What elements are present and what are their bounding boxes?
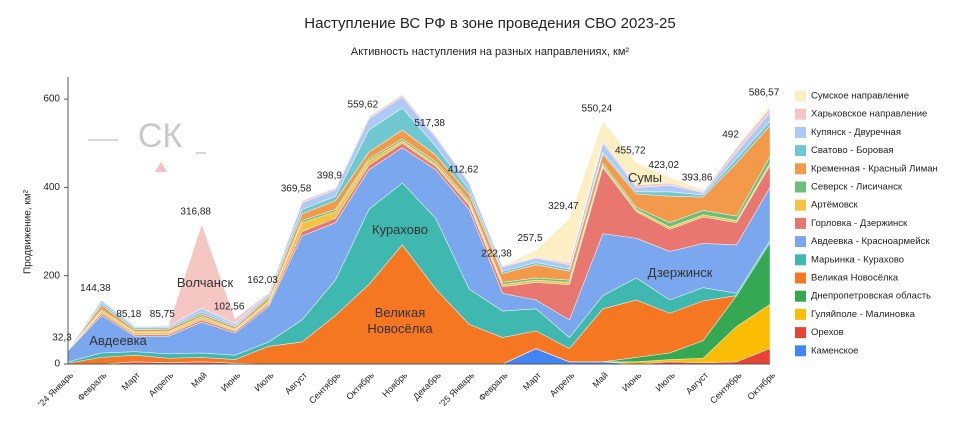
total-label: 85,18 [116,309,141,320]
annotation: Курахово [372,222,428,237]
total-label: 586,57 [749,88,780,99]
legend-swatch [795,90,806,102]
x-tick-label: Февраль [76,370,109,403]
watermark: СК [138,117,183,155]
total-label: 559,62 [348,100,379,111]
legend-label: Авдеевка - Красноармейск [811,236,930,247]
legend-label: Купянск - Двуречная [811,127,901,138]
legend-swatch [795,217,806,229]
total-label: 412,62 [448,164,479,175]
total-label: 550,24 [582,104,613,115]
x-tick-label: Июль [653,370,677,394]
y-tick-label: 400 [43,182,60,193]
total-label: 32,3 [52,332,72,343]
annotation: Дзержинск [647,265,713,280]
legend-label: Сумское направление [811,91,909,102]
total-label: 85,75 [150,309,175,320]
x-tick-label: Май [189,370,209,390]
chart-title: Наступление ВС РФ в зоне проведения СВО … [304,15,675,32]
x-tick-label: Сентябрь [708,370,744,406]
x-tick-label: Октябрь [344,370,376,402]
legend-label: Сватово - Боровая [811,145,894,156]
legend-swatch [795,254,806,266]
legend-label: Харьковское направление [811,109,927,120]
total-label: 102,56 [214,301,245,312]
legend-label: Орехов [811,327,844,338]
total-label: 222,38 [481,248,512,259]
legend-swatch [795,345,806,357]
total-label: 393,86 [682,173,713,184]
x-tick-label: Июнь [620,370,643,393]
legend-swatch [795,327,806,339]
x-tick-label: Март [120,370,142,392]
legend-swatch [795,145,806,157]
legend-label: Каменское [811,345,858,356]
x-tick-label: Ноябрь [380,370,409,399]
x-tick-label: '24 Январь [36,370,75,409]
legend-swatch [795,199,806,211]
annotation: Авдеевка [89,333,147,348]
x-tick-label: Июнь [219,370,242,393]
annotation: Сумы [627,170,663,185]
total-label: 398,9 [317,171,342,182]
area [67,94,771,350]
legend-label: Днепропетровская область [811,291,931,302]
watermark-triangle [155,162,167,172]
y-tick-label: 200 [43,270,60,281]
legend-swatch [795,272,806,284]
legend-label: Горловка - Дзержинск [811,218,908,229]
annotation: Волчанск [176,275,234,290]
x-tick-label: Октябрь [745,370,777,402]
chart-subtitle: Активность наступления на разных направл… [351,46,630,58]
legend-swatch [795,181,806,193]
legend-swatch [795,308,806,320]
x-tick-label: Июль [252,370,276,394]
legend-label: Гуляйполе - Малиновка [811,309,916,320]
legend-swatch [795,163,806,175]
areas [67,94,771,365]
x-tick-label: Февраль [477,370,510,403]
legend-swatch [795,290,806,302]
legend-label: Северск - Лисичанск [811,182,903,193]
total-label: 257,5 [517,233,542,244]
total-label: 492 [722,129,739,140]
total-label: 329,47 [548,201,579,212]
x-tick-label: Май [590,370,610,390]
total-label: 144,38 [80,283,111,294]
annotation: Великая Новосёлка [367,305,433,336]
total-label: 423,02 [648,160,679,171]
x-tick-label: Сентябрь [307,370,343,406]
x-tick-label: '25 Январь [437,370,476,409]
x-tick-label: Апрель [147,370,176,399]
x-tick-label: Апрель [548,370,577,399]
legend-label: Марьинка - Курахово [811,254,904,265]
total-label: 517,38 [414,118,445,129]
legend-swatch [795,236,806,248]
y-tick-label: 600 [43,94,60,105]
y-tick-label: 0 [54,359,60,370]
y-axis-label: Продвижение, км² [23,189,34,274]
total-label: 369,58 [281,183,312,194]
x-tick-label: Август [684,370,710,396]
legend-label: Артёмовск [811,200,859,211]
watermark-group: СК [88,117,206,172]
total-label: 316,88 [180,207,211,218]
legend-label: Великая Новосёлка [811,273,899,284]
total-label: 455,72 [615,145,646,156]
legend-swatch [795,126,806,138]
total-label: 162,03 [247,275,278,286]
x-tick-label: Декабрь [411,370,443,402]
legend-swatch [795,108,806,120]
x-tick-label: Август [283,370,309,396]
legend-label: Кременная - Красный Лиман [811,163,938,174]
x-tick-label: Март [521,370,543,392]
